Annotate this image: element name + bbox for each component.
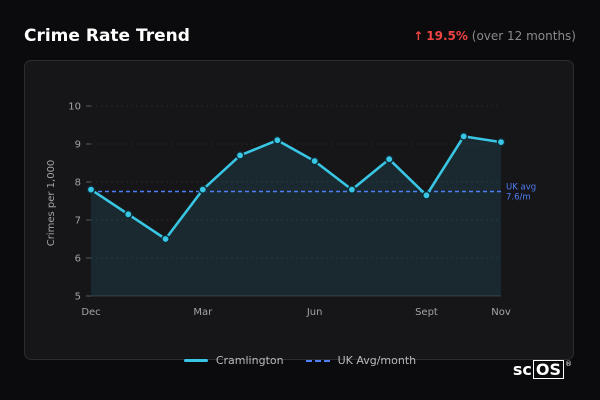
y-tick-label: 8 (75, 178, 81, 189)
x-tick-label: Nov (491, 307, 511, 318)
data-point (161, 234, 170, 244)
data-point (310, 156, 319, 166)
data-point (235, 151, 245, 160)
x-tick-label: Mar (193, 307, 213, 318)
legend-reference-label: UK Avg/month (337, 354, 417, 367)
y-tick-label: 9 (75, 140, 81, 151)
registered-mark: ® (565, 360, 572, 368)
series-area-fill (91, 136, 501, 296)
data-point (123, 209, 133, 219)
legend-solid-line-icon (183, 359, 208, 362)
y-tick-label: 5 (75, 292, 81, 303)
uk-average-value-label: 7.6/m (506, 193, 531, 203)
legend-item-reference[interactable]: UK Avg/month (305, 354, 417, 367)
y-tick-label: 7 (75, 216, 81, 227)
logo-boxed-text: OS (532, 360, 564, 379)
chart-legend: Cramlington UK Avg/month (0, 354, 600, 367)
series-line-cramlington (89, 135, 503, 241)
x-tick-label: Sept (415, 307, 438, 318)
up-arrow-icon: ↑ (413, 29, 424, 43)
uk-average-label: UK avg (506, 183, 536, 193)
data-point (347, 185, 357, 194)
y-tick-label: 6 (75, 254, 81, 265)
data-point (496, 137, 506, 147)
y-axis-label: Crimes per 1,000 (46, 160, 57, 247)
data-point (422, 190, 431, 200)
y-tick-label: 10 (68, 102, 81, 113)
x-tick-label: Dec (81, 307, 100, 318)
data-point (273, 135, 282, 145)
x-tick-label: Jun (306, 307, 323, 318)
legend-dashed-line-icon (305, 359, 330, 362)
data-point (459, 132, 469, 141)
brand-logo: sc OS ® (513, 360, 572, 379)
chart-panel (24, 60, 574, 360)
change-percent: 19.5% (426, 29, 468, 43)
legend-item-series[interactable]: Cramlington (183, 354, 284, 367)
data-point (384, 154, 394, 164)
change-period: (over 12 months) (471, 29, 576, 43)
data-point (198, 185, 208, 194)
change-indicator: ↑ 19.5% (over 12 months) (413, 29, 576, 43)
legend-series-label: Cramlington (215, 354, 284, 367)
data-point (86, 185, 96, 194)
logo-prefix: sc (512, 360, 532, 379)
page-title: Crime Rate Trend (24, 26, 190, 46)
